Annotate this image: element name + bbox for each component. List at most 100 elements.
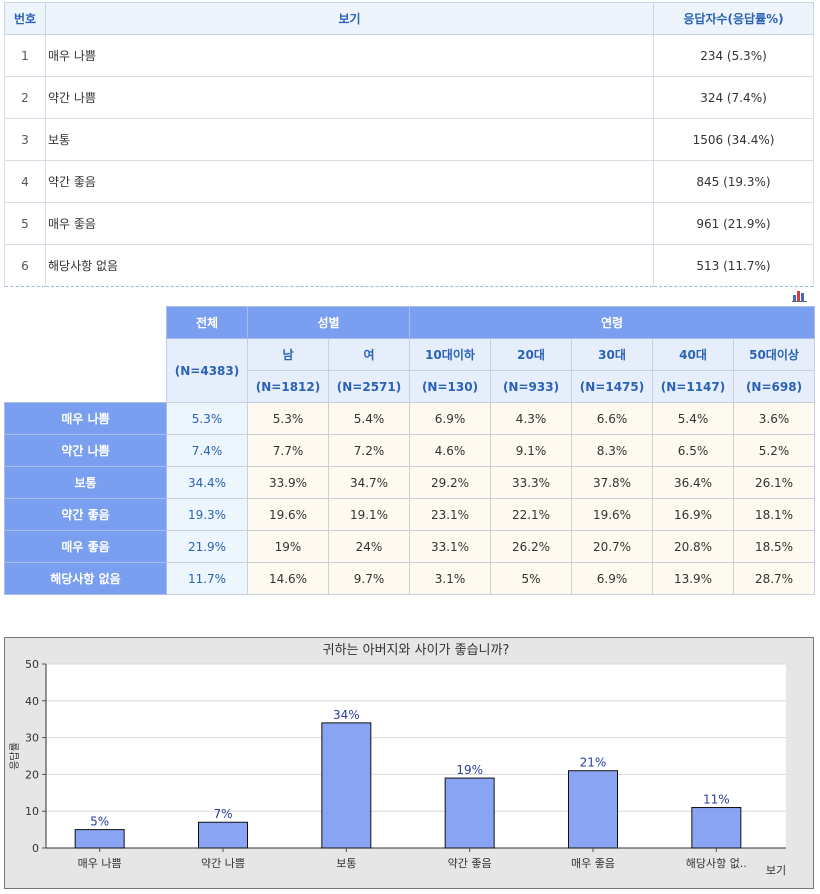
bar: [444, 777, 495, 849]
bar: [691, 807, 742, 849]
bar-value-label: 34%: [333, 708, 360, 722]
row-respondents: 1506 (34.4%): [653, 118, 814, 161]
plot-area: [46, 664, 786, 848]
row-number: 5: [4, 202, 46, 245]
row-value: 26.2%: [490, 530, 572, 563]
row-value: 36.4%: [652, 466, 734, 499]
y-tick-label: 0: [32, 842, 39, 855]
group-label: 40대: [652, 338, 734, 371]
summary-row: 2 약간 나쁨 324 (7.4%): [4, 76, 814, 119]
bar-value-label: 5%: [90, 815, 109, 829]
row-value: 7.7%: [247, 434, 329, 467]
x-tick-label: 매우 좋음: [571, 857, 615, 870]
cross-table-body: 매우 나쁨 5.3% 5.3% 5.4% 6.9% 4.3% 6.6% 5.4% 3.6% 약간 …: [4, 402, 816, 595]
row-number: 2: [4, 76, 46, 119]
summary-row: 1 매우 나쁨 234 (5.3%): [4, 34, 814, 77]
row-respondents: 961 (21.9%): [653, 202, 814, 245]
row-value: 3.6%: [732, 402, 816, 435]
group-label: 20대: [490, 338, 572, 371]
row-value: 33.1%: [409, 530, 491, 563]
total-n: (N=4383): [166, 338, 248, 403]
row-value: 24%: [328, 530, 410, 563]
row-value: 3.1%: [409, 562, 491, 595]
row-respondents: 513 (11.7%): [653, 244, 814, 287]
row-value: 8.3%: [571, 434, 653, 467]
chart-title: 귀하는 아버지와 사이가 좋습니까?: [323, 643, 510, 658]
bar-value-label: 19%: [456, 763, 483, 777]
row-total: 34.4%: [166, 466, 248, 499]
cross-table: 전체 성별 연령 (N=4383) 남 여 10대이하 20대 30대 40대 50대이상 …: [4, 306, 816, 595]
row-total: 5.3%: [166, 402, 248, 435]
group-n: (N=1475): [571, 370, 653, 403]
row-respondents: 845 (19.3%): [653, 160, 814, 203]
row-value: 9.7%: [328, 562, 410, 595]
row-value: 26.1%: [732, 466, 816, 499]
cross-row: 약간 나쁨 7.4% 7.7% 7.2% 4.6% 9.1% 8.3% 6.5% 5.2%: [4, 434, 816, 467]
summary-table: 번호 보기 응답자수(응답률%) 1 매우 나쁨 234 (5.3%) 2 약간 나쁨 3…: [4, 2, 814, 287]
x-axis-label: 보기: [766, 864, 786, 877]
x-tick-label: 해당사항 없..: [686, 856, 747, 870]
row-value: 18.5%: [732, 530, 816, 563]
row-value: 33.3%: [490, 466, 572, 499]
row-value: 13.9%: [652, 562, 734, 595]
cross-row: 약간 좋음 19.3% 19.6% 19.1% 23.1% 22.1% 19.6% 16.9%…: [4, 498, 816, 531]
row-value: 7.2%: [328, 434, 410, 467]
row-total: 11.7%: [166, 562, 248, 595]
row-value: 9.1%: [490, 434, 572, 467]
row-respondents: 234 (5.3%): [653, 34, 814, 77]
row-value: 33.9%: [247, 466, 329, 499]
summary-header-row: 번호 보기 응답자수(응답률%): [4, 2, 814, 35]
row-value: 22.1%: [490, 498, 572, 531]
row-number: 1: [4, 34, 46, 77]
y-tick-label: 10: [25, 805, 39, 818]
row-option: 해당사항 없음: [45, 244, 654, 287]
group-n: (N=1812): [247, 370, 329, 403]
row-value: 5.4%: [652, 402, 734, 435]
group-label: 남: [247, 338, 329, 371]
row-value: 4.6%: [409, 434, 491, 467]
group-n: (N=1147): [652, 370, 734, 403]
row-value: 5.4%: [328, 402, 410, 435]
group-n: (N=2571): [328, 370, 410, 403]
summary-row: 5 매우 좋음 961 (21.9%): [4, 202, 814, 245]
summary-row: 3 보통 1506 (34.4%): [4, 118, 814, 161]
group-label: 30대: [571, 338, 653, 371]
y-tick-label: 20: [25, 768, 39, 781]
row-option: 매우 나쁨: [45, 34, 654, 77]
x-tick-label: 약간 좋음: [448, 856, 492, 870]
row-label: 매우 좋음: [4, 530, 167, 563]
bar: [568, 770, 618, 849]
row-label: 약간 좋음: [4, 498, 167, 531]
x-tick-label: 매우 나쁨: [78, 857, 122, 870]
row-label: 약간 나쁨: [4, 434, 167, 467]
row-value: 37.8%: [571, 466, 653, 499]
summary-row: 4 약간 좋음 845 (19.3%): [4, 160, 814, 203]
summary-table-body: 1 매우 나쁨 234 (5.3%) 2 약간 나쁨 324 (7.4%) 3 보통 1506 …: [4, 34, 814, 287]
bar-chart-icon[interactable]: [792, 289, 808, 302]
row-value: 6.5%: [652, 434, 734, 467]
row-value: 20.8%: [652, 530, 734, 563]
bar: [74, 829, 125, 849]
row-label: 해당사항 없음: [4, 562, 167, 595]
bar-chart-panel: 귀하는 아버지와 사이가 좋습니까? 0 10 20 30 40 50 응답률 보기 5% 매우 나…: [4, 637, 814, 889]
group-n: (N=698): [732, 370, 816, 403]
row-value: 19.6%: [571, 498, 653, 531]
row-value: 14.6%: [247, 562, 329, 595]
row-total: 7.4%: [166, 434, 248, 467]
row-value: 23.1%: [409, 498, 491, 531]
summary-row: 6 해당사항 없음 513 (11.7%): [4, 244, 814, 287]
row-value: 19.6%: [247, 498, 329, 531]
row-number: 6: [4, 244, 46, 287]
header-number: 번호: [4, 2, 46, 35]
row-value: 6.6%: [571, 402, 653, 435]
y-axis-label: 응답률: [9, 742, 21, 770]
row-value: 18.1%: [732, 498, 816, 531]
bar: [321, 722, 372, 849]
cross-row: 매우 나쁨 5.3% 5.3% 5.4% 6.9% 4.3% 6.6% 5.4% 3.6%: [4, 402, 816, 435]
row-value: 6.9%: [571, 562, 653, 595]
header-gender: 성별: [247, 306, 410, 339]
row-value: 4.3%: [490, 402, 572, 435]
row-option: 약간 좋음: [45, 160, 654, 203]
group-label: 여: [328, 338, 410, 371]
